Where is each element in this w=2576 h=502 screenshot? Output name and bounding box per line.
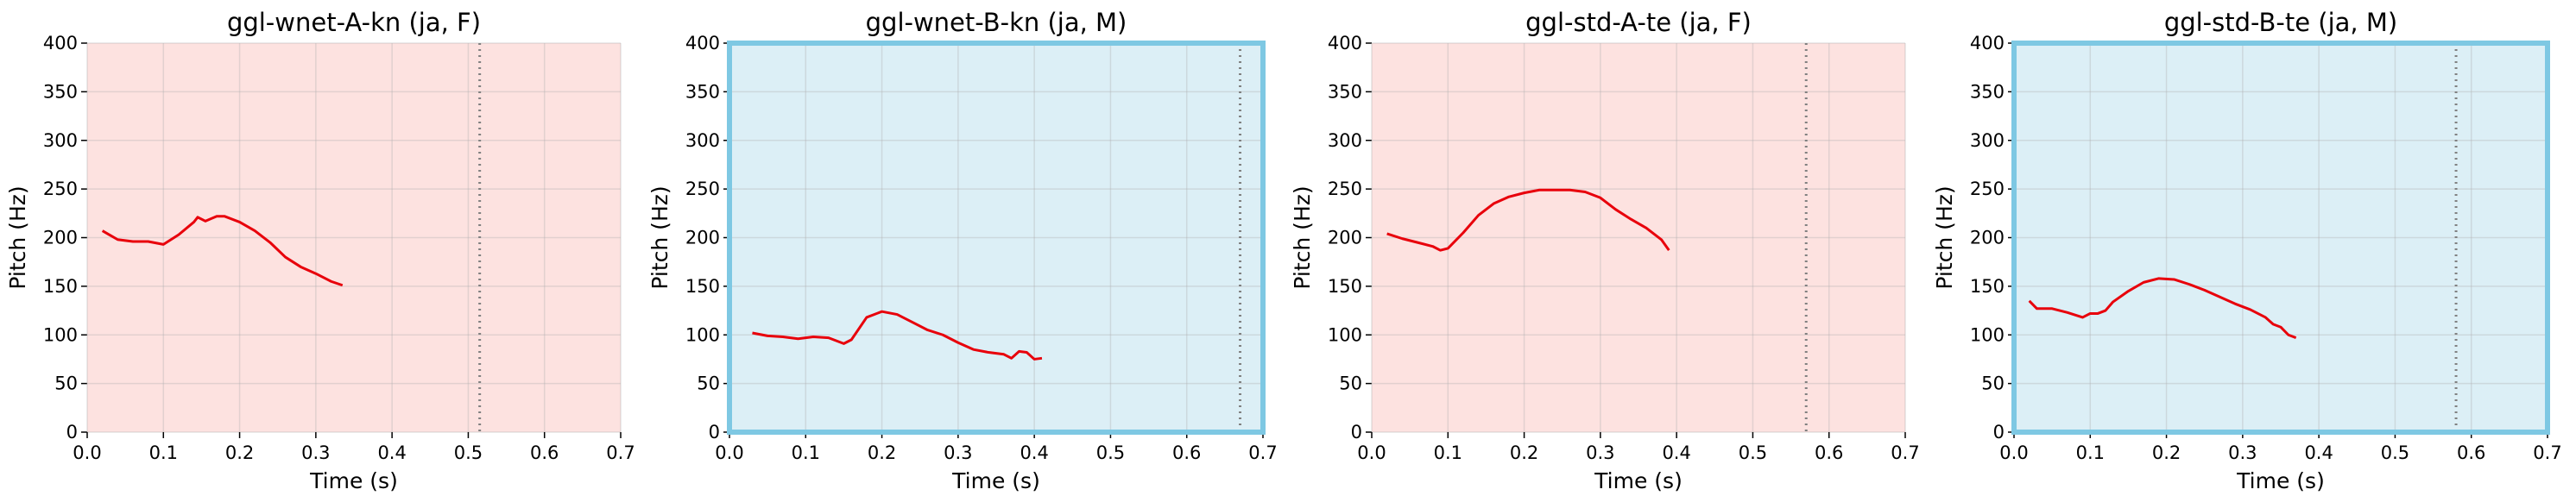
x-tick-label: 0.5 bbox=[2381, 442, 2409, 463]
x-tick-label: 0.1 bbox=[792, 442, 820, 463]
x-tick-label: 0.0 bbox=[1999, 442, 2028, 463]
x-tick-label: 0.2 bbox=[2152, 442, 2181, 463]
y-tick-label: 150 bbox=[1970, 276, 2005, 297]
y-tick-label: 50 bbox=[54, 373, 78, 394]
highlight-border bbox=[2011, 41, 2550, 435]
x-tick-label: 0.7 bbox=[1248, 442, 1277, 463]
y-tick-label: 100 bbox=[1328, 324, 1362, 345]
y-tick-label: 200 bbox=[43, 228, 78, 248]
y-tick-label: 400 bbox=[1970, 33, 2005, 53]
y-tick-label: 300 bbox=[1328, 130, 1362, 151]
x-tick-label: 0.1 bbox=[1434, 442, 1462, 463]
y-tick-label: 250 bbox=[43, 179, 78, 199]
y-axis-label: Pitch (Hz) bbox=[1932, 185, 1957, 289]
y-tick-label: 150 bbox=[1328, 276, 1362, 297]
x-tick-label: 0.7 bbox=[2533, 442, 2561, 463]
y-tick-label: 400 bbox=[43, 33, 78, 53]
x-tick-label: 0.0 bbox=[73, 442, 101, 463]
y-tick-label: 50 bbox=[1981, 373, 2005, 394]
y-tick-label: 150 bbox=[43, 276, 78, 297]
x-tick-label: 0.6 bbox=[1815, 442, 1843, 463]
y-tick-label: 250 bbox=[685, 179, 720, 199]
plot-background bbox=[729, 43, 1263, 432]
y-tick-label: 350 bbox=[43, 81, 78, 102]
y-tick-label: 0 bbox=[709, 422, 720, 442]
y-tick-label: 400 bbox=[1328, 33, 1362, 53]
highlight-border bbox=[727, 41, 1266, 435]
panel-title: ggl-std-B-te (ja, M) bbox=[2164, 8, 2397, 37]
y-tick-label: 200 bbox=[685, 228, 720, 248]
x-tick-label: 0.2 bbox=[225, 442, 254, 463]
x-tick-label: 0.4 bbox=[377, 442, 406, 463]
x-tick-label: 0.6 bbox=[2457, 442, 2485, 463]
panel: 0 50 100 150 200 250 300 350 400 0.0 0.1 0.2 0.3 0.4 0… bbox=[5, 8, 635, 493]
y-tick-label: 200 bbox=[1328, 228, 1362, 248]
plot-background bbox=[1372, 43, 1905, 432]
x-tick-label: 0.0 bbox=[715, 442, 743, 463]
x-tick-label: 0.7 bbox=[1891, 442, 1919, 463]
x-axis-label: Time (s) bbox=[951, 468, 1040, 493]
y-tick-label: 50 bbox=[1339, 373, 1362, 394]
y-axis-label: Pitch (Hz) bbox=[1290, 185, 1315, 289]
x-tick-label: 0.4 bbox=[1662, 442, 1690, 463]
x-tick-label: 0.3 bbox=[1586, 442, 1614, 463]
y-tick-label: 150 bbox=[685, 276, 720, 297]
panel: 0 50 100 150 200 250 300 350 400 0.0 0.1 0.2 0.3 0.4 0… bbox=[1290, 8, 1920, 493]
y-tick-label: 50 bbox=[697, 373, 720, 394]
x-tick-label: 0.4 bbox=[2304, 442, 2333, 463]
y-tick-label: 300 bbox=[685, 130, 720, 151]
x-tick-label: 0.2 bbox=[1510, 442, 1538, 463]
panel: 0 50 100 150 200 250 300 350 400 0.0 0.1 0.2 0.3 0.4 0… bbox=[1932, 8, 2562, 493]
x-tick-label: 0.6 bbox=[1172, 442, 1201, 463]
y-tick-label: 100 bbox=[43, 324, 78, 345]
x-tick-label: 0.6 bbox=[530, 442, 559, 463]
pitch-line bbox=[752, 310, 1043, 361]
x-tick-label: 0.0 bbox=[1357, 442, 1386, 463]
y-axis-label: Pitch (Hz) bbox=[647, 185, 672, 289]
x-tick-label: 0.3 bbox=[301, 442, 330, 463]
x-tick-label: 0.2 bbox=[868, 442, 896, 463]
y-tick-label: 250 bbox=[1970, 179, 2005, 199]
y-tick-label: 400 bbox=[685, 33, 720, 53]
panel-title: ggl-std-A-te (ja, F) bbox=[1525, 8, 1752, 37]
x-tick-label: 0.5 bbox=[1096, 442, 1125, 463]
y-tick-label: 350 bbox=[1328, 81, 1362, 102]
y-axis-label: Pitch (Hz) bbox=[5, 185, 30, 289]
pitch-line bbox=[2028, 277, 2297, 340]
y-tick-label: 250 bbox=[1328, 179, 1362, 199]
x-tick-label: 0.3 bbox=[944, 442, 972, 463]
panel-title: ggl-wnet-B-kn (ja, M) bbox=[866, 8, 1127, 37]
y-tick-label: 300 bbox=[1970, 130, 2005, 151]
y-tick-label: 100 bbox=[1970, 324, 2005, 345]
x-tick-label: 0.1 bbox=[149, 442, 178, 463]
y-tick-label: 0 bbox=[1993, 422, 2005, 442]
panel-title: ggl-wnet-A-kn (ja, F) bbox=[227, 8, 481, 37]
x-tick-label: 0.5 bbox=[454, 442, 483, 463]
x-axis-label: Time (s) bbox=[2236, 468, 2325, 493]
y-tick-label: 300 bbox=[43, 130, 78, 151]
x-tick-label: 0.1 bbox=[2076, 442, 2105, 463]
pitch-line bbox=[101, 215, 344, 287]
x-axis-label: Time (s) bbox=[309, 468, 398, 493]
y-tick-label: 0 bbox=[1351, 422, 1362, 442]
x-axis-label: Time (s) bbox=[1594, 468, 1683, 493]
plot-background bbox=[2014, 43, 2548, 432]
x-tick-label: 0.3 bbox=[2228, 442, 2257, 463]
y-tick-label: 350 bbox=[1970, 81, 2005, 102]
x-tick-label: 0.4 bbox=[1020, 442, 1048, 463]
pitch-line bbox=[1386, 188, 1670, 252]
x-tick-label: 0.7 bbox=[606, 442, 635, 463]
panel: 0 50 100 150 200 250 300 350 400 0.0 0.1 0.2 0.3 0.4 0… bbox=[647, 8, 1278, 493]
y-tick-label: 100 bbox=[685, 324, 720, 345]
y-tick-label: 200 bbox=[1970, 228, 2005, 248]
y-tick-label: 0 bbox=[66, 422, 78, 442]
y-tick-label: 350 bbox=[685, 81, 720, 102]
x-tick-label: 0.5 bbox=[1739, 442, 1767, 463]
